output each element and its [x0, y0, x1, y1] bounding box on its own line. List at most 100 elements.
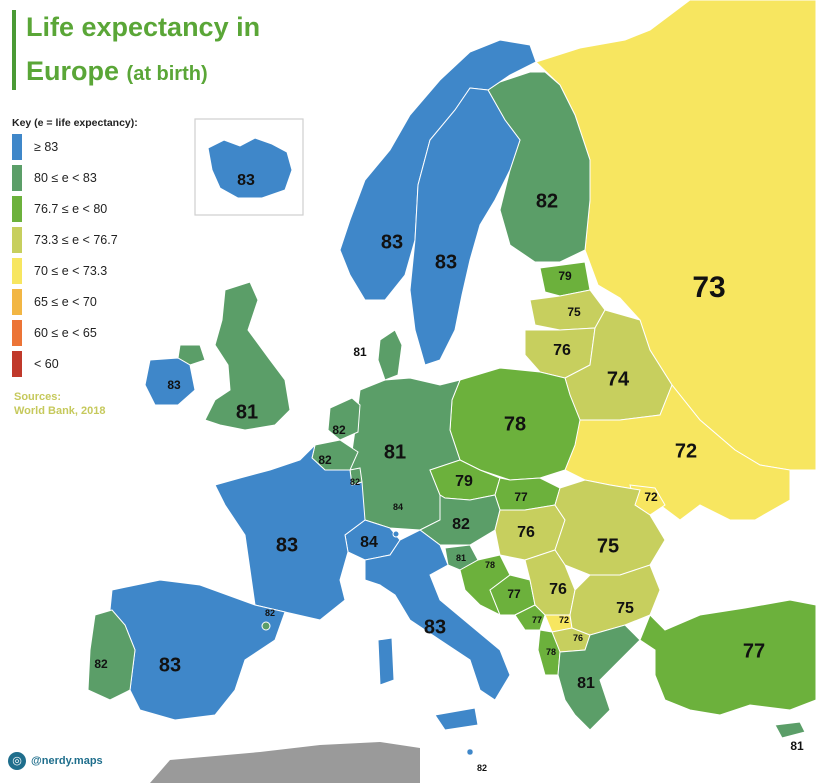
- country-label-slovakia: 77: [514, 490, 528, 504]
- country-label-moldova: 72: [644, 490, 658, 504]
- country-label-switzerland: 84: [360, 534, 378, 551]
- country-label-norway: 83: [380, 231, 404, 254]
- country-label-iceland: 83: [237, 172, 255, 189]
- legend-item: < 60: [12, 351, 59, 377]
- country-label-sweden: 83: [434, 251, 458, 274]
- sources-note: Sources: World Bank, 2018: [14, 390, 106, 418]
- island-sicily: [434, 707, 479, 731]
- country-label-portugal: 82: [94, 657, 108, 671]
- map-title-main: Europe: [26, 56, 120, 86]
- legend-swatch: [12, 196, 22, 222]
- country-label-hungary: 76: [517, 524, 535, 541]
- country-sweden: [409, 87, 521, 366]
- country-montenegro: [514, 604, 546, 631]
- country-label-croatia: 78: [484, 560, 496, 570]
- country-andorra: [261, 621, 271, 631]
- country-label-serbia: 76: [549, 581, 567, 598]
- country-liechtenstein: [392, 530, 400, 538]
- legend-item: ≥ 83: [12, 134, 58, 160]
- country-label-montenegro: 77: [531, 615, 543, 625]
- country-label-slovenia: 81: [455, 553, 467, 563]
- credit: ◎ @nerdy.maps: [8, 752, 103, 770]
- instagram-icon: ◎: [8, 752, 26, 770]
- legend-title: Key (e = life expectancy):: [12, 117, 138, 129]
- country-label-uk: 81: [235, 401, 259, 424]
- country-label-latvia: 75: [567, 305, 581, 319]
- country-label-bulgaria: 75: [616, 600, 634, 617]
- legend-item: 73.3 ≤ e < 76.7: [12, 227, 118, 253]
- country-label-ukraine: 72: [674, 440, 698, 463]
- legend-swatch: [12, 165, 22, 191]
- legend-item: 60 ≤ e < 65: [12, 320, 97, 346]
- country-label-andorra: 82: [264, 608, 276, 618]
- country-label-malta: 82: [476, 763, 488, 773]
- legend-label: ≥ 83: [34, 140, 59, 154]
- country-uk: [204, 281, 291, 431]
- island-sardinia: [377, 637, 395, 686]
- legend-label: 60 ≤ e < 65: [34, 326, 97, 340]
- country-france: [214, 443, 366, 621]
- country-label-bosnia: 77: [507, 587, 521, 601]
- country-portugal: [87, 609, 136, 701]
- country-label-austria: 82: [452, 516, 470, 533]
- country-label-kosovo: 72: [558, 615, 570, 625]
- credit-handle: @nerdy.maps: [31, 755, 103, 767]
- country-malta: [466, 748, 474, 756]
- sources-value: World Bank, 2018: [14, 405, 106, 417]
- country-ireland: [144, 357, 196, 406]
- title-accent-bar: [12, 10, 16, 90]
- legend-item: 65 ≤ e < 70: [12, 289, 97, 315]
- legend-label: 65 ≤ e < 70: [34, 295, 97, 309]
- country-label-poland: 78: [503, 413, 527, 436]
- legend-swatch: [12, 134, 22, 160]
- country-italy: [364, 529, 511, 701]
- country-label-liechtenstein: 84: [392, 502, 404, 512]
- legend-item: 70 ≤ e < 73.3: [12, 258, 107, 284]
- country-label-denmark: 81: [353, 345, 367, 359]
- country-label-netherlands: 82: [332, 423, 346, 437]
- legend-swatch: [12, 320, 22, 346]
- country-austria: [419, 494, 501, 546]
- map-title-line-2: Europe (at birth): [26, 56, 208, 87]
- legend-label: 80 ≤ e < 83: [34, 171, 97, 185]
- legend-label: 76.7 ≤ e < 80: [34, 202, 108, 216]
- country-label-turkey: 77: [742, 640, 766, 663]
- country-label-luxembourg: 82: [349, 477, 361, 487]
- legend-label: < 60: [34, 357, 59, 371]
- legend-label: 70 ≤ e < 73.3: [34, 264, 108, 278]
- legend-item: 80 ≤ e < 83: [12, 165, 97, 191]
- country-label-romania: 75: [596, 535, 620, 558]
- country-label-germany: 81: [383, 441, 407, 464]
- legend-swatch: [12, 227, 22, 253]
- country-label-ireland: 83: [167, 378, 181, 392]
- country-label-belgium: 82: [318, 453, 332, 467]
- country-label-north-macedonia: 76: [572, 633, 584, 643]
- northern-ireland: [177, 344, 206, 366]
- country-label-italy: 83: [423, 616, 447, 639]
- sources-label: Sources:: [14, 391, 62, 403]
- country-label-belarus: 74: [606, 368, 630, 391]
- country-label-estonia: 79: [558, 269, 572, 283]
- map-title-sub: (at birth): [126, 63, 208, 85]
- country-iceland: [207, 137, 293, 199]
- country-label-spain: 83: [158, 654, 182, 677]
- legend-item: 76.7 ≤ e < 80: [12, 196, 107, 222]
- country-denmark: [377, 329, 403, 381]
- country-netherlands: [327, 397, 361, 441]
- country-label-albania: 78: [545, 647, 557, 657]
- country-label-czechia: 79: [455, 473, 473, 490]
- country-label-finland: 82: [535, 190, 559, 213]
- country-label-greece: 81: [577, 675, 595, 692]
- north-africa-land: [150, 742, 420, 783]
- legend-swatch: [12, 258, 22, 284]
- legend-label: 73.3 ≤ e < 76.7: [34, 233, 118, 247]
- country-turkey: [639, 599, 816, 716]
- country-label-france: 83: [275, 534, 299, 557]
- country-label-russia: 73: [692, 271, 726, 304]
- country-greece: [557, 624, 641, 731]
- country-label-cyprus: 81: [790, 739, 804, 753]
- legend-swatch: [12, 289, 22, 315]
- map-title-line-1: Life expectancy in: [26, 12, 261, 42]
